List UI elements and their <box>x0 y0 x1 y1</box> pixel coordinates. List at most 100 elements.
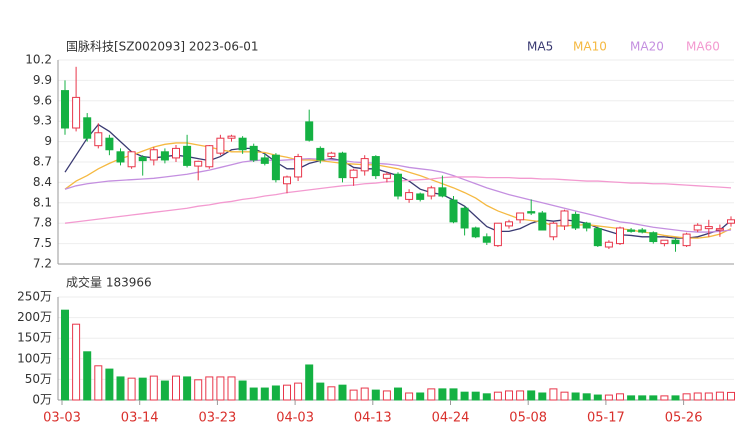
candle-body <box>94 132 103 147</box>
y-tick-label: 7.2 <box>33 257 52 271</box>
x-tick-label: 05-26 <box>665 411 703 426</box>
volume-bar <box>671 395 680 401</box>
candle-body <box>138 156 147 162</box>
y-tick-label: 50万 <box>25 372 52 386</box>
volume-bar <box>205 376 214 401</box>
candle-body <box>127 151 136 168</box>
volume-bar <box>172 375 180 401</box>
candle-body <box>582 222 591 229</box>
volume-bar <box>61 309 69 401</box>
volume-bar <box>471 391 480 401</box>
candle-body <box>260 157 269 164</box>
candle-body <box>360 158 369 172</box>
volume-bar <box>249 387 258 401</box>
volume-bar <box>638 395 647 401</box>
y-tick-label: 9.9 <box>33 73 52 87</box>
volume-bar <box>505 390 513 401</box>
candle-body <box>493 222 502 247</box>
y-tick-label: 150万 <box>17 331 52 345</box>
y-tick-label: 8.7 <box>33 155 52 169</box>
volume-bar <box>271 385 280 401</box>
volume-bar <box>305 364 314 401</box>
volume-bar <box>460 391 469 401</box>
volume-bar <box>660 395 669 401</box>
volume-bar <box>382 390 391 401</box>
volume-bar <box>160 380 169 401</box>
volume-bar <box>72 323 81 401</box>
candle-body <box>61 90 69 129</box>
y-tick-label: 7.5 <box>33 236 52 250</box>
candle-body <box>205 145 214 168</box>
volume-bar <box>183 376 192 401</box>
volume-bar <box>649 395 658 401</box>
volume-bar <box>216 376 225 401</box>
candle-body <box>105 137 114 151</box>
candle-body <box>593 228 602 247</box>
volume-bar <box>138 377 147 401</box>
volume-bar <box>493 391 502 401</box>
y-tick-label: 0万 <box>32 393 52 407</box>
candle-body <box>460 207 469 229</box>
legend-label: MA5 <box>527 40 553 54</box>
volume-bar <box>715 391 724 401</box>
volume-bar <box>316 382 325 401</box>
x-tick-label: 03-23 <box>199 411 237 426</box>
y-tick-label: 8.4 <box>33 175 52 189</box>
volume-bar <box>438 388 447 401</box>
volume-bar <box>294 382 303 401</box>
candle-body <box>83 117 92 139</box>
volume-bar <box>527 390 536 401</box>
candle-body <box>649 232 658 243</box>
candle-body <box>172 147 180 159</box>
volume-bar <box>116 376 125 401</box>
candle-body <box>471 227 480 238</box>
candle-body <box>238 137 247 151</box>
volume-bar <box>693 392 702 401</box>
chart-title: 国脉科技[SZ002093] 2023-06-01 <box>66 39 259 54</box>
x-tick-label: 05-08 <box>509 411 547 426</box>
volume-bar <box>149 375 158 401</box>
y-tick-label: 250万 <box>17 290 52 304</box>
x-tick-label: 04-03 <box>276 411 314 426</box>
x-tick-label: 05-17 <box>587 411 625 426</box>
candle-body <box>382 173 391 179</box>
volume-bar <box>349 389 358 401</box>
candle-body <box>271 154 280 181</box>
volume-bar <box>360 387 369 401</box>
candle-body <box>149 149 158 161</box>
candle-body <box>527 211 536 214</box>
volume-bar <box>238 380 247 401</box>
x-tick-label: 04-13 <box>354 411 392 426</box>
candle-body <box>194 160 203 167</box>
y-tick-label: 200万 <box>17 310 52 324</box>
candle-body <box>560 210 569 227</box>
candle-body <box>671 239 680 245</box>
candle-body <box>638 229 647 233</box>
candle-body <box>660 239 669 245</box>
volume-bar <box>227 376 236 401</box>
candle-body <box>505 221 513 227</box>
candle-body <box>416 193 425 200</box>
candle-body <box>616 227 624 245</box>
candle-body <box>305 121 314 141</box>
volume-bar <box>83 351 92 401</box>
candle-body <box>294 156 303 178</box>
candle-body <box>371 156 380 177</box>
candle-body <box>449 199 458 223</box>
legend-label: MA10 <box>573 40 607 54</box>
y-tick-label: 9.6 <box>33 93 52 107</box>
candle-body <box>427 187 436 197</box>
volume-bar <box>516 390 525 401</box>
volume-bar <box>482 393 491 401</box>
candle-body <box>327 152 336 158</box>
volume-bar <box>560 391 569 401</box>
volume-bar <box>260 387 269 401</box>
candle-body <box>704 226 713 230</box>
candle-body <box>394 173 402 197</box>
volume-bar <box>327 386 336 401</box>
x-tick-label: 03-03 <box>43 411 81 426</box>
candle-body <box>249 145 258 161</box>
volume-bar <box>338 384 347 401</box>
x-tick-label: 03-14 <box>121 411 159 426</box>
